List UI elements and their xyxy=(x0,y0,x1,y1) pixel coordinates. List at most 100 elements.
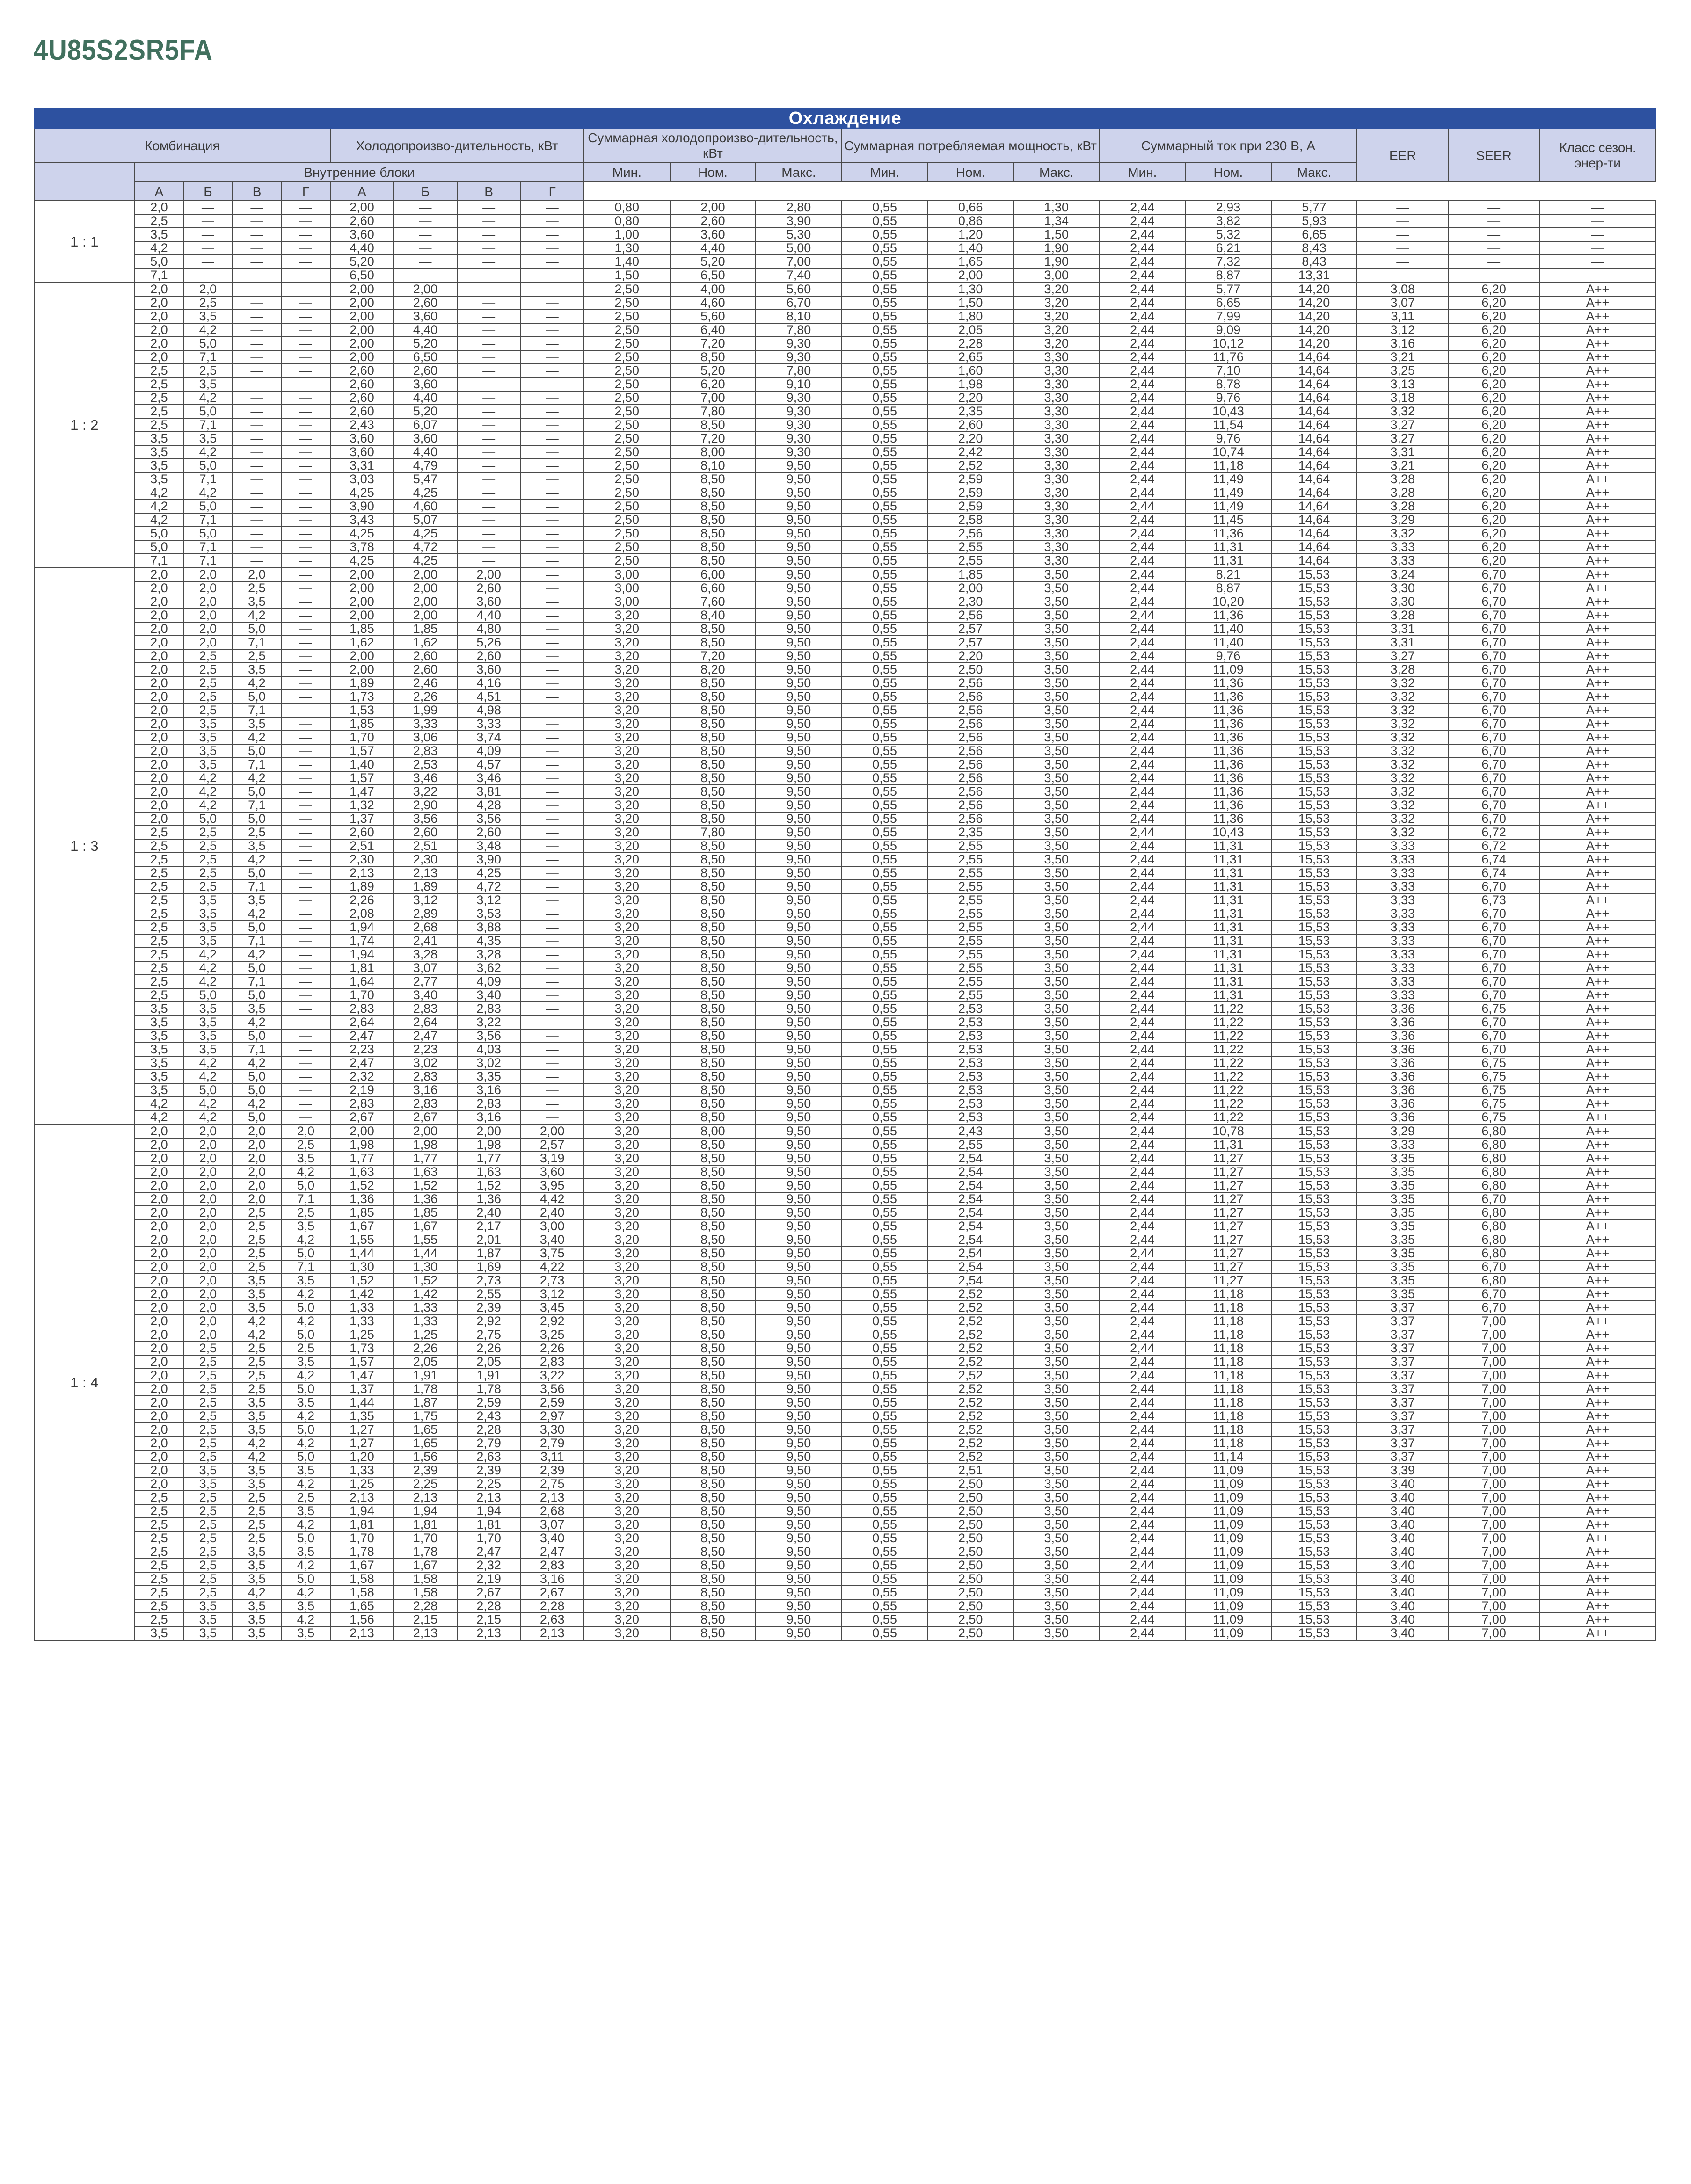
cell-c4: 4,25 xyxy=(329,553,394,568)
cell-c8: 3,20 xyxy=(583,622,671,637)
cell-c11: 0,55 xyxy=(841,1083,928,1098)
cell-c5: 1,89 xyxy=(393,879,458,894)
cell-c14: 2,44 xyxy=(1099,431,1186,446)
cell-c13: 1,30 xyxy=(1013,200,1100,215)
cell-c10: 9,50 xyxy=(755,934,842,949)
cell-c2: — xyxy=(232,431,282,446)
cell-c9: 6,50 xyxy=(669,268,757,283)
cell-c14: 2,44 xyxy=(1099,391,1186,406)
cell-c13: 1,90 xyxy=(1013,241,1100,256)
cell-c1: 3,5 xyxy=(183,907,233,921)
cell-c16: 15,53 xyxy=(1270,920,1358,935)
cell-c13: 3,50 xyxy=(1013,1572,1100,1587)
cell-c15: 11,49 xyxy=(1185,486,1272,501)
cell-c15: 11,09 xyxy=(1185,1558,1272,1573)
cell-c9: 4,40 xyxy=(669,241,757,256)
header-eer: EER xyxy=(1356,128,1449,183)
cell-c11: 0,55 xyxy=(841,1382,928,1397)
cell-c6: 2,55 xyxy=(456,1287,521,1302)
cell-c18: 6,70 xyxy=(1448,1015,1540,1030)
cell-c4: 1,94 xyxy=(329,920,394,935)
cell-c18: 6,70 xyxy=(1448,635,1540,650)
cell-c11: 0,55 xyxy=(841,635,928,650)
cell-c12: 2,50 xyxy=(927,1626,1014,1641)
cell-c1: 2,5 xyxy=(183,852,233,867)
cell-c3: 4,2 xyxy=(281,1233,331,1248)
cell-c15: 9,76 xyxy=(1185,391,1272,406)
cell-c11: 0,55 xyxy=(841,1572,928,1587)
cell-c6: 4,80 xyxy=(456,622,521,637)
table-row: 2,5 3,5 4,2—2,08 2,89 3,53—3,20 8,50 9,50 0,55 2… xyxy=(34,907,1656,921)
cell-c12: 2,54 xyxy=(927,1165,1014,1180)
cell-c4: 1,85 xyxy=(329,622,394,637)
cell-c17: 3,33 xyxy=(1356,974,1449,989)
cell-c2: — xyxy=(232,268,282,283)
cell-c3: — xyxy=(281,825,331,840)
cell-c18: 7,00 xyxy=(1448,1463,1540,1478)
cell-c10: 9,30 xyxy=(755,404,842,419)
cell-c18: 6,20 xyxy=(1448,499,1540,514)
cell-c3: — xyxy=(281,920,331,935)
cell-c0: 2,5 xyxy=(134,974,184,989)
table-row: 2,5 5,0— —2,60 5,20— —2,50 7,80 9,30 0,55 2,35 3,… xyxy=(34,404,1656,419)
cell-c14: 2,44 xyxy=(1099,635,1186,650)
cell-c19: A++ xyxy=(1539,1572,1656,1587)
cell-c0: 2,5 xyxy=(134,363,184,378)
cell-c1: 2,5 xyxy=(183,1409,233,1424)
cell-c8: 2,50 xyxy=(583,323,671,338)
cell-c9: 7,80 xyxy=(669,404,757,419)
cell-c9: 8,50 xyxy=(669,676,757,691)
cell-c0: 2,5 xyxy=(134,418,184,433)
cell-c19: A++ xyxy=(1539,1151,1656,1166)
cell-c11: 0,55 xyxy=(841,1260,928,1275)
cell-c3: — xyxy=(281,581,331,596)
header-unit-v1: В xyxy=(232,181,282,202)
cell-c8: 3,20 xyxy=(583,866,671,881)
cell-c16: 6,65 xyxy=(1270,227,1358,242)
header-unit-a1: А xyxy=(134,181,184,202)
cell-c0: 2,0 xyxy=(134,336,184,351)
cell-c12: 2,55 xyxy=(927,540,1014,555)
cell-c10: 9,50 xyxy=(755,1585,842,1600)
table-row: 5,0 7,1— —3,78 4,72— —2,50 8,50 9,50 0,55 2,55 3,… xyxy=(34,540,1656,555)
cell-c14: 2,44 xyxy=(1099,1246,1186,1261)
cell-c4: 1,57 xyxy=(329,1355,394,1370)
cell-c9: 4,60 xyxy=(669,296,757,311)
cell-c12: 2,52 xyxy=(927,458,1014,473)
cell-c14: 2,44 xyxy=(1099,974,1186,989)
cell-c19: A++ xyxy=(1539,282,1656,297)
cell-c1: 2,5 xyxy=(183,1341,233,1356)
cell-c18: 7,00 xyxy=(1448,1504,1540,1519)
cell-c9: 8,50 xyxy=(669,1178,757,1193)
cell-c9: 8,50 xyxy=(669,622,757,637)
cell-c13: 3,50 xyxy=(1013,1477,1100,1492)
cell-c0: 2,0 xyxy=(134,784,184,799)
cell-c4: 1,62 xyxy=(329,635,394,650)
cell-c16: 15,53 xyxy=(1270,1517,1358,1532)
cell-c4: 2,51 xyxy=(329,839,394,854)
cell-c13: 3,30 xyxy=(1013,418,1100,433)
cell-c11: 0,55 xyxy=(841,1545,928,1560)
cell-c19: A++ xyxy=(1539,1599,1656,1614)
cell-c3: — xyxy=(281,472,331,487)
cell-c10: 9,50 xyxy=(755,1599,842,1614)
cell-c6: 3,28 xyxy=(456,947,521,962)
cell-c10: 9,50 xyxy=(755,974,842,989)
cell-c10: 9,50 xyxy=(755,635,842,650)
cell-c16: 15,53 xyxy=(1270,1355,1358,1370)
cell-c3: — xyxy=(281,907,331,921)
cell-c0: 2,5 xyxy=(134,377,184,392)
cell-c18: 7,00 xyxy=(1448,1545,1540,1560)
cell-c16: 14,20 xyxy=(1270,296,1358,311)
cell-c4: 1,67 xyxy=(329,1558,394,1573)
cell-c15: 11,22 xyxy=(1185,1096,1272,1111)
cell-c4: 1,94 xyxy=(329,1504,394,1519)
cell-c7: 2,28 xyxy=(520,1599,584,1614)
cell-c16: 15,53 xyxy=(1270,689,1358,704)
cell-c0: 2,0 xyxy=(134,350,184,365)
cell-c4: 1,55 xyxy=(329,1233,394,1248)
cell-c13: 3,30 xyxy=(1013,431,1100,446)
cell-c12: 2,50 xyxy=(927,1558,1014,1573)
cell-c11: 0,55 xyxy=(841,988,928,1003)
cell-c4: 1,85 xyxy=(329,717,394,732)
